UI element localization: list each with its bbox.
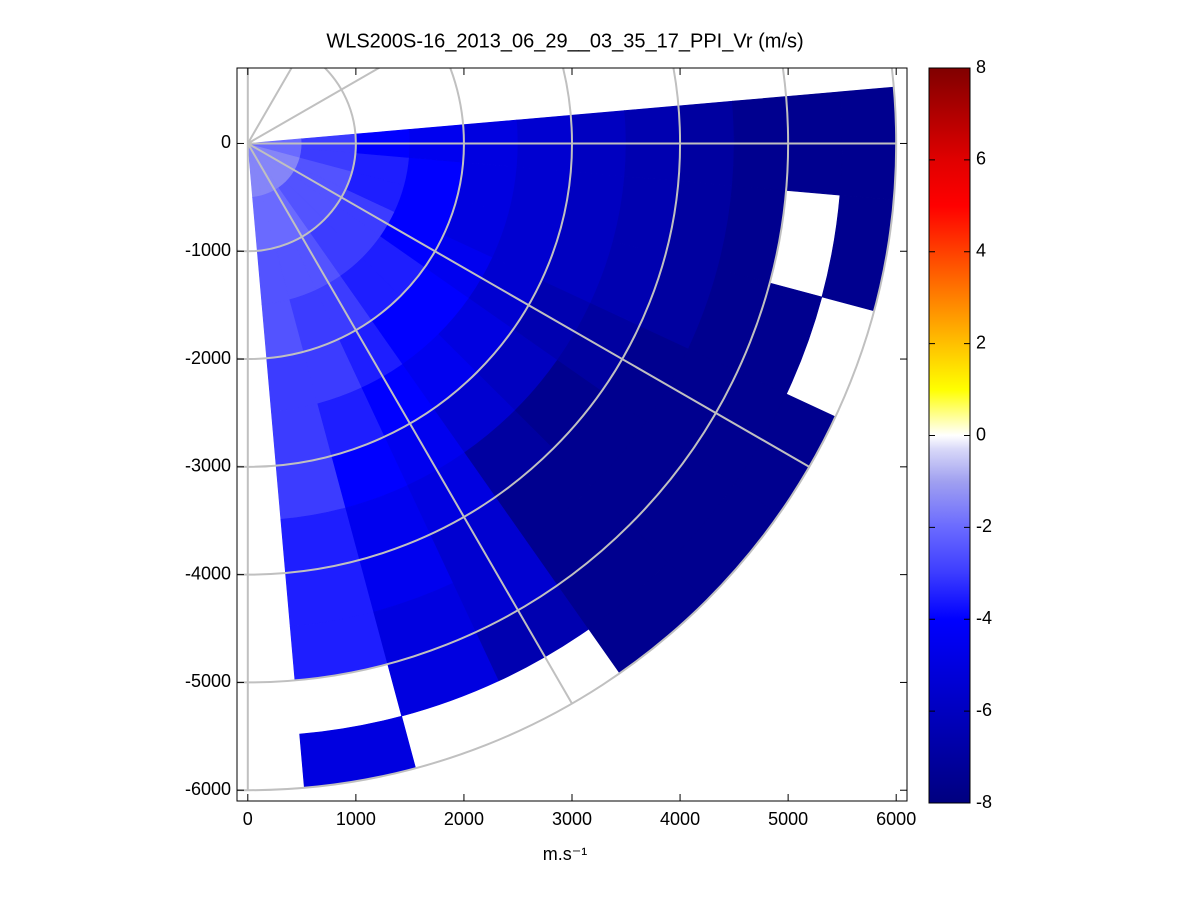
azimuth-spoke [247,142,810,468]
y-tick-label: -5000 [185,671,231,691]
y-tick-label: -1000 [185,240,231,260]
x-axis-label: m.s⁻¹ [543,844,588,864]
colorbar-tick-label: -6 [976,700,992,720]
colorbar-tick-label: 8 [976,57,986,77]
x-tick-label: 0 [243,809,253,829]
colorbar-tick-label: 2 [976,332,986,352]
colorbar-tick-label: -4 [976,608,992,628]
polar-grid [237,68,897,792]
chart-title: WLS200S-16_2013_06_29__03_35_17_PPI_Vr (… [326,30,803,52]
colorbar-tick-label: 0 [976,424,986,444]
range-gate-cell [821,194,895,312]
y-tick-label: -4000 [185,563,231,583]
colorbar-tick-label: -2 [976,516,992,536]
y-tick-label: -6000 [185,779,231,799]
colorbar-tick-label: -8 [976,792,992,812]
azimuth-spoke [247,68,381,145]
colorbar-tick-label: 4 [976,241,986,261]
x-tick-label: 3000 [552,809,592,829]
range-gate-cell [299,715,416,789]
x-tick-label: 4000 [660,809,700,829]
y-tick-label: 0 [221,132,231,152]
colorbar-tick-label: 6 [976,149,986,169]
azimuth-spoke [246,142,573,705]
colorbar [928,67,971,804]
x-tick-label: 2000 [444,809,484,829]
x-tick-label: 5000 [768,809,808,829]
data-layer [247,86,897,789]
y-tick-label: -3000 [185,456,231,476]
y-tick-label: -2000 [185,348,231,368]
x-tick-label: 6000 [876,809,916,829]
x-tick-label: 1000 [336,809,376,829]
